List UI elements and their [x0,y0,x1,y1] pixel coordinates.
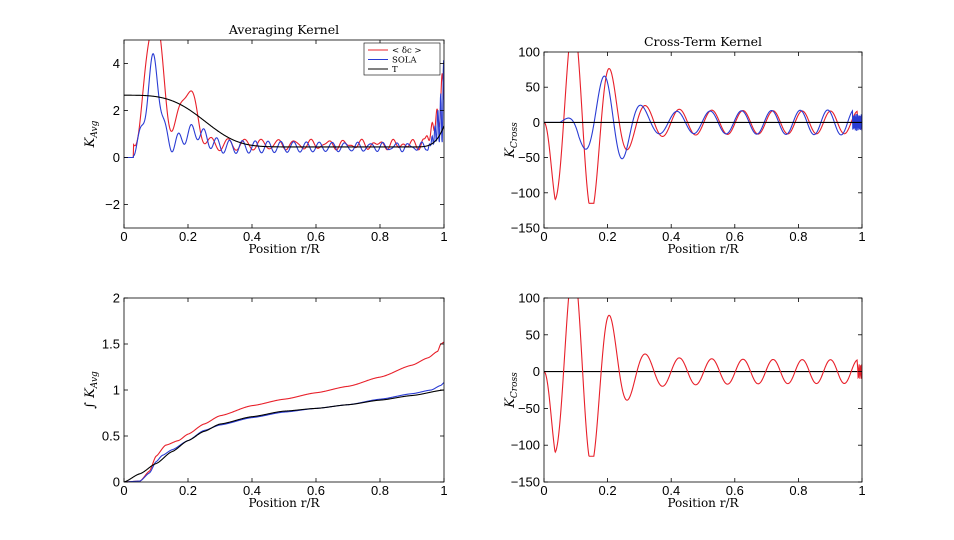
x-axis-label: Position r/R [248,496,320,510]
y-tick-label: 0 [113,475,120,490]
series-line-cross_kernel_bottom-1 [544,298,862,457]
series-line-avg_kernel-2 [124,94,444,148]
chart-title: Averaging Kernel [228,22,339,37]
y-axis-label-main: K [503,147,518,159]
axes-frame [123,39,445,229]
y-tick-label: 4 [113,56,120,71]
x-tick-label: 0.8 [371,483,389,498]
axes-frame [543,51,863,229]
x-tick-label: 0.6 [307,229,325,244]
x-tick-label: 0.4 [243,229,261,244]
y-axis-label: KCross [503,122,520,159]
x-tick-label: 0.8 [371,229,389,244]
y-tick-label: 100 [518,291,540,306]
y-tick-label: 2 [113,103,120,118]
x-tick-label: 0.6 [726,229,744,244]
x-tick-label: 0 [120,483,127,498]
x-tick-label: 0.4 [662,483,680,498]
x-tick-label: 0.2 [179,483,197,498]
x-axis-label: Position r/R [667,242,739,256]
y-tick-label: −50 [518,150,540,165]
legend-label: SOLA [392,56,417,66]
x-tick-label: 1 [440,229,447,244]
x-tick-label: 0.2 [599,483,617,498]
axes-frame [543,297,863,483]
y-axis-label-main: K [83,387,98,399]
y-axis-label: ∫ KAvg [83,371,100,409]
y-tick-label: 1 [113,383,120,398]
x-tick-label: 0 [120,229,127,244]
y-axis-label-main: K [503,397,518,409]
chart-int_avg_kernel: 0 0.2 0.4 0.6 0.8 1 0 0.5 1 1.5 2 Position r/R ∫ KAv… [83,291,448,511]
y-tick-label: −50 [518,401,540,416]
y-axis-label-sub: Avg [90,120,100,138]
x-axis-label: Position r/R [667,496,739,510]
y-axis-label-sub: Cross [510,372,520,398]
x-tick-label: 0.2 [179,229,197,244]
y-tick-label: −100 [511,438,540,453]
y-tick-label: 2 [113,291,120,306]
series-line-int_avg_kernel-0 [124,341,444,482]
y-tick-label: 50 [526,80,540,95]
y-axis-label-main: K [83,136,98,148]
x-tick-label: 0 [540,229,547,244]
chart-avg_kernel: 0 0.2 0.4 0.6 0.8 1 −2 0 2 4 Position r/R KAvg Avera… [83,22,448,256]
y-axis-label-prefix: ∫ [83,398,98,409]
series-line-cross_kernel_top-1 [544,75,862,160]
series-line-int_avg_kernel-1 [124,382,444,482]
y-tick-label: −100 [511,185,540,200]
y-axis-label-sub: Avg [90,371,100,389]
y-tick-label: 0 [113,150,120,165]
x-tick-label: 0.2 [599,229,617,244]
y-tick-label: −2 [105,197,120,212]
chart-cross_kernel_bottom: 0 0.2 0.4 0.6 0.8 1 −150 −100 −50 0 50 100 Position … [503,291,866,511]
x-tick-label: 0.8 [789,483,807,498]
y-tick-label: 1.5 [102,337,120,352]
x-tick-label: 1 [858,483,865,498]
chart-cross_kernel_top: 0 0.2 0.4 0.6 0.8 1 −150 −100 −50 0 50 100 Position … [503,34,866,256]
y-tick-label: −150 [511,475,540,490]
y-tick-label: 100 [518,45,540,60]
x-tick-label: 0.8 [789,229,807,244]
x-axis-label: Position r/R [248,242,320,256]
x-tick-label: 0.4 [243,483,261,498]
x-tick-label: 0.6 [726,483,744,498]
y-axis-label: KCross [503,372,520,409]
x-tick-label: 0.4 [662,229,680,244]
y-tick-label: −150 [511,221,540,236]
x-tick-label: 1 [440,483,447,498]
x-tick-label: 0 [540,483,547,498]
x-tick-label: 1 [858,229,865,244]
y-tick-label: 0 [533,115,540,130]
series-line-int_avg_kernel-2 [124,389,444,482]
x-tick-label: 0.6 [307,483,325,498]
y-tick-label: 0.5 [102,429,120,444]
axes-frame [123,297,445,483]
series-line-cross_kernel_top-0 [544,52,862,204]
y-tick-label: 50 [526,327,540,342]
legend-label: < δc > [392,46,422,56]
chart-title: Cross-Term Kernel [644,34,762,49]
legend-label: T [392,65,398,75]
y-tick-label: 0 [533,364,540,379]
y-axis-label: KAvg [83,120,100,148]
y-axis-label-sub: Cross [510,122,520,148]
